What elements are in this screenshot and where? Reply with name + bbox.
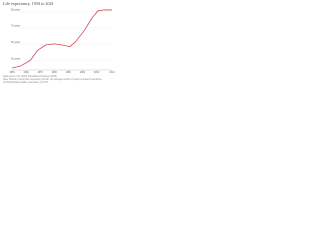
- chart: Life expectancy, 1950 to 2021 Data sourc…: [3, 1, 115, 84]
- x-tick-label: 1960: [23, 71, 29, 74]
- x-tick-label: 1970: [38, 71, 44, 74]
- x-tick-label: 2000: [80, 71, 86, 74]
- y-tick-label: 50 years: [11, 57, 21, 60]
- y-tick-label: 70 years: [11, 25, 21, 28]
- x-tick-label: 2010: [94, 71, 100, 74]
- chart-title: Life expectancy, 1950 to 2021: [3, 1, 54, 7]
- y-tick-label: 80 years: [11, 8, 21, 11]
- x-tick-label: 1980: [52, 71, 58, 74]
- x-tick-label: 1990: [66, 71, 72, 74]
- line: [11, 9, 112, 69]
- source: Data source: UN, World Population Prospe…: [3, 75, 57, 78]
- note: Note: Shown is period life expectancy at…: [3, 78, 103, 81]
- y-tick-label: 60 years: [11, 41, 21, 44]
- x-tick-label: 2021: [109, 71, 115, 74]
- credit: OurWorldinData.org/life-expectancy | CC …: [3, 81, 49, 84]
- x-tick-label: 1950: [9, 71, 15, 74]
